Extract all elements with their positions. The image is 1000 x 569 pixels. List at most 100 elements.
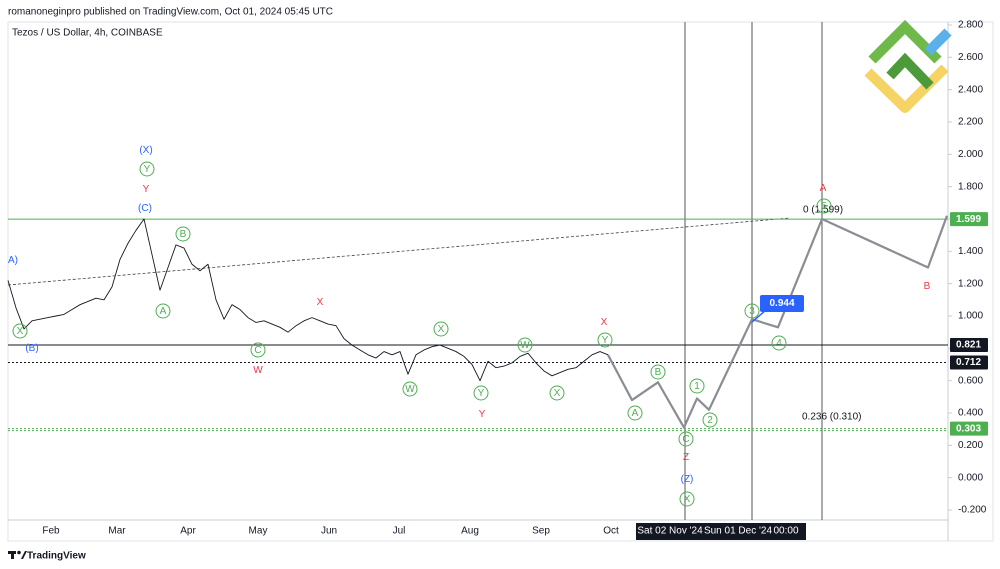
fib-label: 0 (1.599) <box>803 205 843 216</box>
footer-logo <box>8 550 27 559</box>
price-line <box>7 218 609 382</box>
wave-label: X <box>17 326 24 337</box>
wave-circle <box>744 303 760 319</box>
wave-label: 4 <box>776 338 782 349</box>
y-tick-label: 0.400 <box>958 408 983 419</box>
wave-circle <box>702 412 718 428</box>
fib-label: 0.236 (0.310) <box>802 412 862 423</box>
wave-label: A <box>632 408 639 419</box>
wave-label: W <box>405 384 415 395</box>
x-tick-label: Apr <box>180 526 196 537</box>
x-tick-label: Mar <box>108 526 126 537</box>
x-tick-label: May <box>249 526 268 537</box>
wave-circle <box>473 385 489 401</box>
wave-label: W <box>253 365 263 376</box>
date-label: 00:00 <box>773 526 798 537</box>
trend-line <box>7 217 791 286</box>
wave-circle <box>597 332 613 348</box>
wave-label: B <box>655 367 662 378</box>
y-tick-label: 2.000 <box>958 149 983 160</box>
wave-label: X <box>438 324 445 335</box>
x-tick-label: Jul <box>393 526 406 537</box>
x-tick-label: Oct <box>603 526 619 537</box>
level-label-bg <box>950 355 988 370</box>
wave-circle <box>679 491 695 507</box>
y-tick-label: 1.800 <box>958 181 983 192</box>
projection-line <box>607 215 949 429</box>
wave-label: X <box>601 317 608 328</box>
footer: TradingView <box>27 551 86 562</box>
y-tick-label: 2.600 <box>958 52 983 63</box>
x-tick-label: Feb <box>42 526 60 537</box>
wave-label: C <box>682 434 689 445</box>
wave-label: A <box>820 183 827 194</box>
level-label-bg <box>950 421 988 436</box>
wave-label: X <box>317 297 324 308</box>
wave-label: A) <box>8 255 18 266</box>
wave-label: C <box>254 345 261 356</box>
x-tick-label: Jun <box>321 526 337 537</box>
y-tick-label: 1.400 <box>958 246 983 257</box>
y-tick-label: 2.800 <box>958 20 983 31</box>
wave-circle <box>175 226 191 242</box>
header: romanoneginpro published on TradingView.… <box>8 7 333 18</box>
wave-label: (Z) <box>681 474 694 485</box>
wave-circle <box>433 321 449 337</box>
x-tick-label: Aug <box>461 526 479 537</box>
wave-circle <box>139 161 155 177</box>
wave-circle <box>402 381 418 397</box>
y-tick-label: 0.000 <box>958 472 983 483</box>
wave-circle <box>155 303 171 319</box>
y-tick-label: 0.600 <box>958 375 983 386</box>
wave-label: 2 <box>707 415 713 426</box>
wave-label: B <box>924 281 931 292</box>
level-label: 1.599 <box>956 214 981 225</box>
x-tick-label: Sep <box>532 526 550 537</box>
wave-label: 3 <box>749 306 755 317</box>
y-tick-label: 2.400 <box>958 84 983 95</box>
wave-label: Y <box>602 335 609 346</box>
wave-circle <box>250 342 266 358</box>
wave-label: A <box>160 306 167 317</box>
wave-label: W <box>520 340 530 351</box>
wave-label: X <box>554 388 561 399</box>
wave-circle <box>650 364 666 380</box>
wave-label: B <box>180 229 187 240</box>
y-tick-label: 1.000 <box>958 311 983 322</box>
wave-label: Y <box>479 409 486 420</box>
date-label: Sat 02 Nov '24 <box>637 526 703 537</box>
target-label-bg <box>760 295 804 312</box>
wave-circle <box>12 323 28 339</box>
level-label-bg <box>950 212 988 227</box>
wave-label: (X) <box>139 145 152 156</box>
level-label: 0.821 <box>956 340 981 351</box>
date-label: Sun 01 Dec '24 <box>704 526 773 537</box>
target-label: 0.944 <box>769 298 794 309</box>
wave-label: Y <box>143 184 150 195</box>
wave-circle <box>678 431 694 447</box>
level-label: 0.712 <box>956 357 981 368</box>
wave-circle <box>517 337 533 353</box>
logo <box>864 19 952 113</box>
wave-label: Z <box>683 452 689 463</box>
wave-label: X <box>684 494 691 505</box>
level-label-bg <box>950 337 988 352</box>
wave-circle <box>689 378 705 394</box>
wave-circle <box>816 198 832 214</box>
y-tick-label: 1.200 <box>958 278 983 289</box>
y-tick-label: 2.200 <box>958 117 983 128</box>
y-tick-label: 0.200 <box>958 440 983 451</box>
wave-label: 5 <box>821 201 827 212</box>
chart-title: Tezos / US Dollar, 4h, COINBASE <box>12 28 163 39</box>
wave-label: (B) <box>25 343 38 354</box>
wave-circle <box>549 385 565 401</box>
wave-label: Y <box>144 164 151 175</box>
wave-circle <box>627 405 643 421</box>
date-highlight <box>636 523 806 540</box>
wave-label: Y <box>478 388 485 399</box>
level-label: 0.303 <box>956 423 981 434</box>
wave-label: (C) <box>138 203 152 214</box>
wave-label: 1 <box>694 381 700 392</box>
